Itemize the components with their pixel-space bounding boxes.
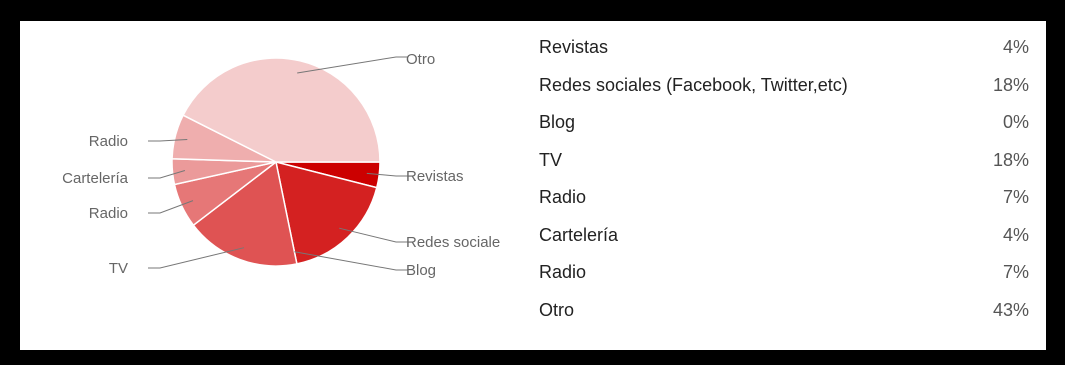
callout-label: Redes sociale (406, 234, 500, 251)
callout-line (148, 200, 194, 214)
legend-label: Radio (539, 262, 587, 283)
legend-percent: 4% (1002, 37, 1029, 58)
callout-line (294, 251, 408, 271)
legend-row: Otro 43% (539, 292, 1029, 330)
legend-label: Otro (539, 299, 575, 320)
callout-label: Otro (406, 51, 435, 68)
legend-percent: 7% (1002, 262, 1029, 283)
callout-label: Radio (89, 205, 128, 222)
pie-slice (192, 160, 298, 267)
legend-label: Cartelería (539, 224, 619, 245)
callout-line (148, 170, 186, 179)
legend-percent: 0% (1002, 112, 1029, 133)
pie-slice (182, 57, 381, 163)
legend-row: Cartelería 4% (539, 217, 1029, 255)
callout-label: Cartelería (62, 170, 129, 187)
legend-percent: 4% (1002, 224, 1029, 245)
legend-row: Blog 0% (539, 104, 1029, 142)
callout-line (148, 139, 188, 142)
callout-label: Revistas (406, 168, 464, 185)
callout-line (297, 56, 408, 74)
pie-slice (275, 160, 378, 265)
pie-slices (171, 57, 381, 267)
callout-label: TV (109, 260, 128, 277)
legend-percent: 18% (992, 149, 1029, 170)
legend-percent: 7% (1002, 187, 1029, 208)
callout-line (366, 172, 408, 177)
pie-callouts: Revistas Redes sociale Blog TV Radio Carteler… (62, 51, 500, 279)
legend-label: Revistas (539, 37, 609, 58)
legend-row: Revistas 4% (539, 29, 1029, 67)
callout-label: Blog (406, 262, 436, 279)
callout-line (148, 247, 245, 269)
pie-chart: Revistas Redes sociale Blog TV Radio Carteler… (62, 51, 500, 279)
legend-percent: 43% (992, 299, 1029, 320)
legend-row: Redes sociales (Facebook, Twitter,etc) 1… (539, 67, 1029, 105)
legend-table: Revistas 4% Redes sociales (Facebook, Tw… (539, 29, 1029, 329)
legend-label: Blog (539, 112, 576, 133)
callout-line (339, 227, 408, 243)
chart-panel: Revistas Redes sociale Blog TV Radio Carteler… (20, 21, 1046, 350)
legend-row: Radio 7% (539, 254, 1029, 292)
legend-label: Radio (539, 187, 587, 208)
callout-label: Radio (89, 133, 128, 150)
legend-percent: 18% (992, 74, 1029, 95)
legend-row: Radio 7% (539, 179, 1029, 217)
legend-row: TV 18% (539, 142, 1029, 180)
legend-label: TV (539, 149, 563, 170)
legend-label: Redes sociales (Facebook, Twitter,etc) (539, 74, 848, 95)
